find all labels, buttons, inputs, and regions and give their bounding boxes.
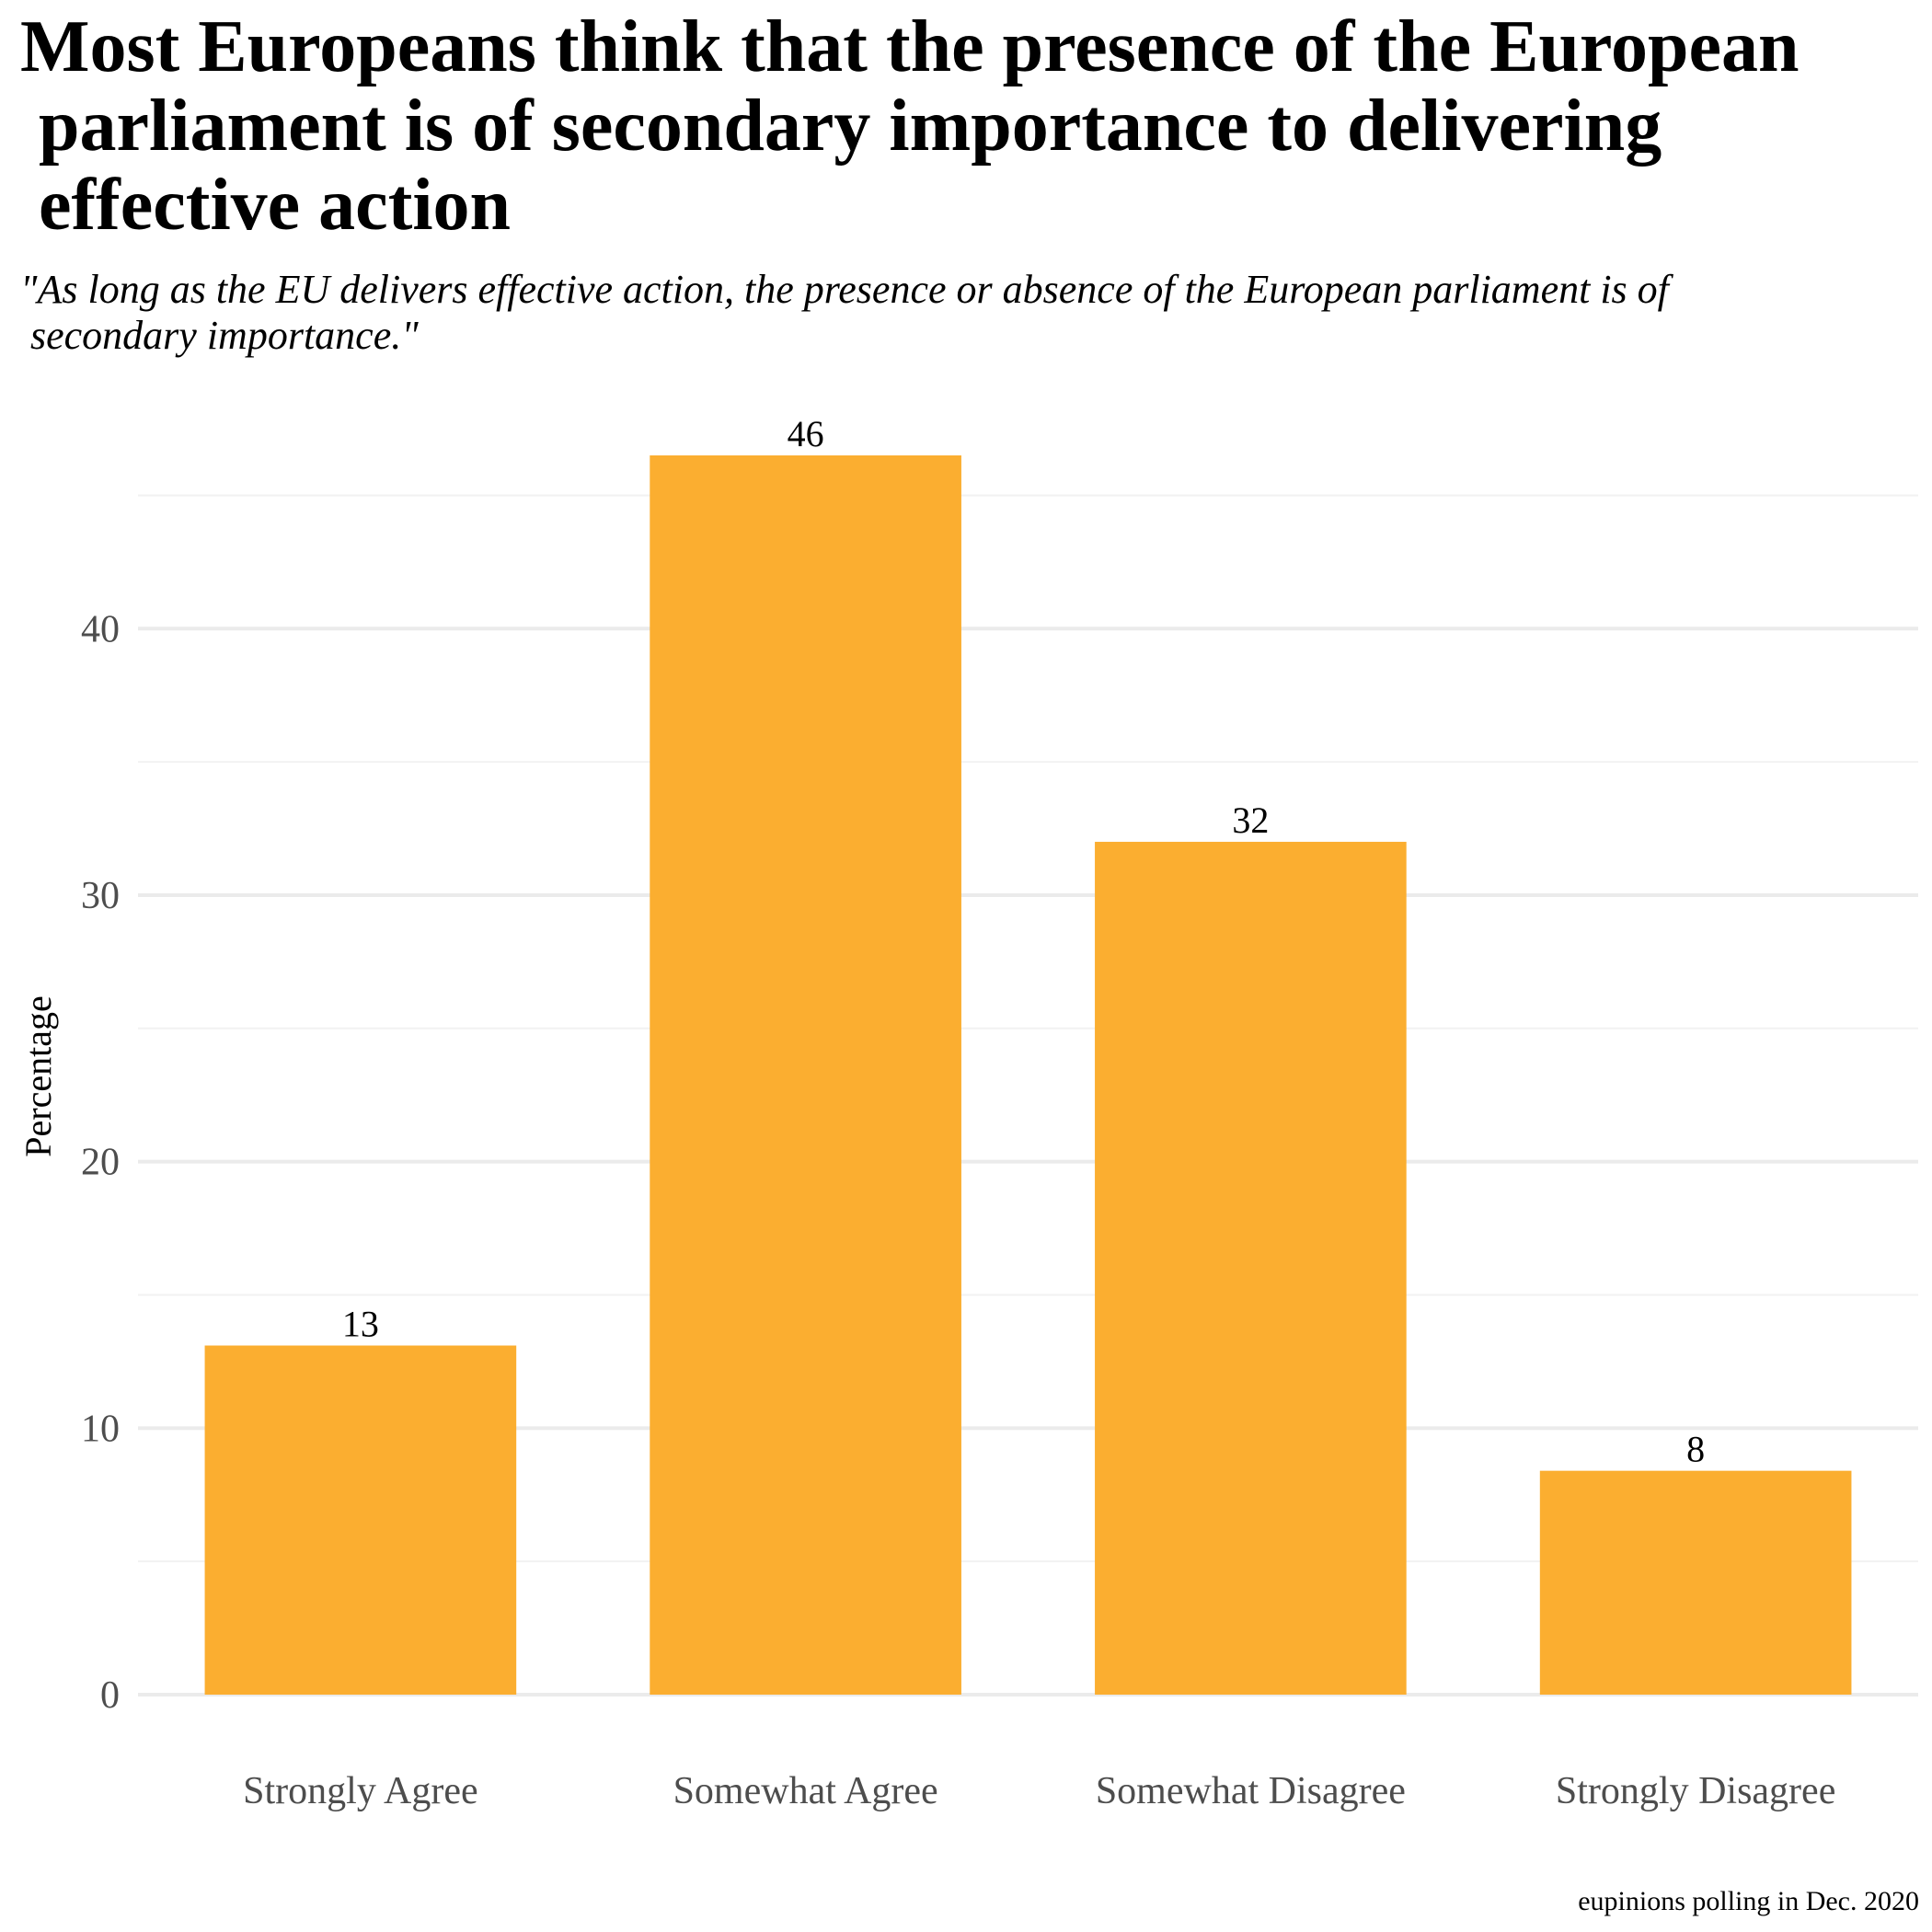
y-axis-title: Percentage [17,995,59,1156]
x-axis-ticks: Strongly Agree Somewhat Agree Somewhat Dis… [243,1770,1835,1812]
bar-value-labels: 13 46 32 8 [342,413,1705,1470]
x-tick-label: Somewhat Disagree [1096,1770,1406,1812]
x-tick-label: Strongly Agree [243,1770,477,1812]
y-tick-label: 40 [81,608,120,650]
bar [1539,1470,1852,1695]
bar-value-label: 13 [342,1304,379,1345]
chart-caption: eupinions polling in Dec. 2020 [1578,1886,1919,1916]
y-tick-label: 30 [81,875,120,917]
chart-title: Most Europeans think that the presence o… [20,6,1800,246]
x-tick-label: Somewhat Agree [673,1770,938,1812]
bar [204,1345,517,1695]
y-axis-ticks: 0 10 20 30 40 [81,608,120,1717]
y-tick-label: 10 [81,1408,120,1450]
y-tick-label: 0 [100,1674,120,1717]
chart-subtitle: "As long as the EU delivers effective ac… [20,267,1669,358]
bar-value-label: 32 [1232,799,1269,841]
x-tick-label: Strongly Disagree [1556,1770,1835,1812]
y-tick-label: 20 [81,1142,120,1184]
bars [204,455,1852,1695]
bar [650,455,961,1695]
bar-value-label: 8 [1686,1429,1705,1470]
bar-value-label: 46 [788,413,824,454]
bar [1095,842,1407,1695]
